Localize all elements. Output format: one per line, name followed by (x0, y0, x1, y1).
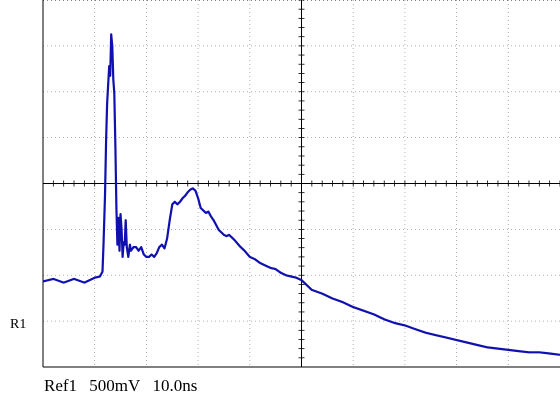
reference-level-marker: R1 (10, 317, 27, 332)
time-per-div: 10.0ns (152, 376, 198, 395)
graticule-center-axes (42, 0, 560, 368)
volts-per-div: 500mV (89, 376, 141, 395)
waveform-trace (42, 33, 560, 356)
scale-readout: Ref1 500mV 10.0ns (44, 376, 205, 396)
channel-label: Ref1 (44, 376, 78, 395)
